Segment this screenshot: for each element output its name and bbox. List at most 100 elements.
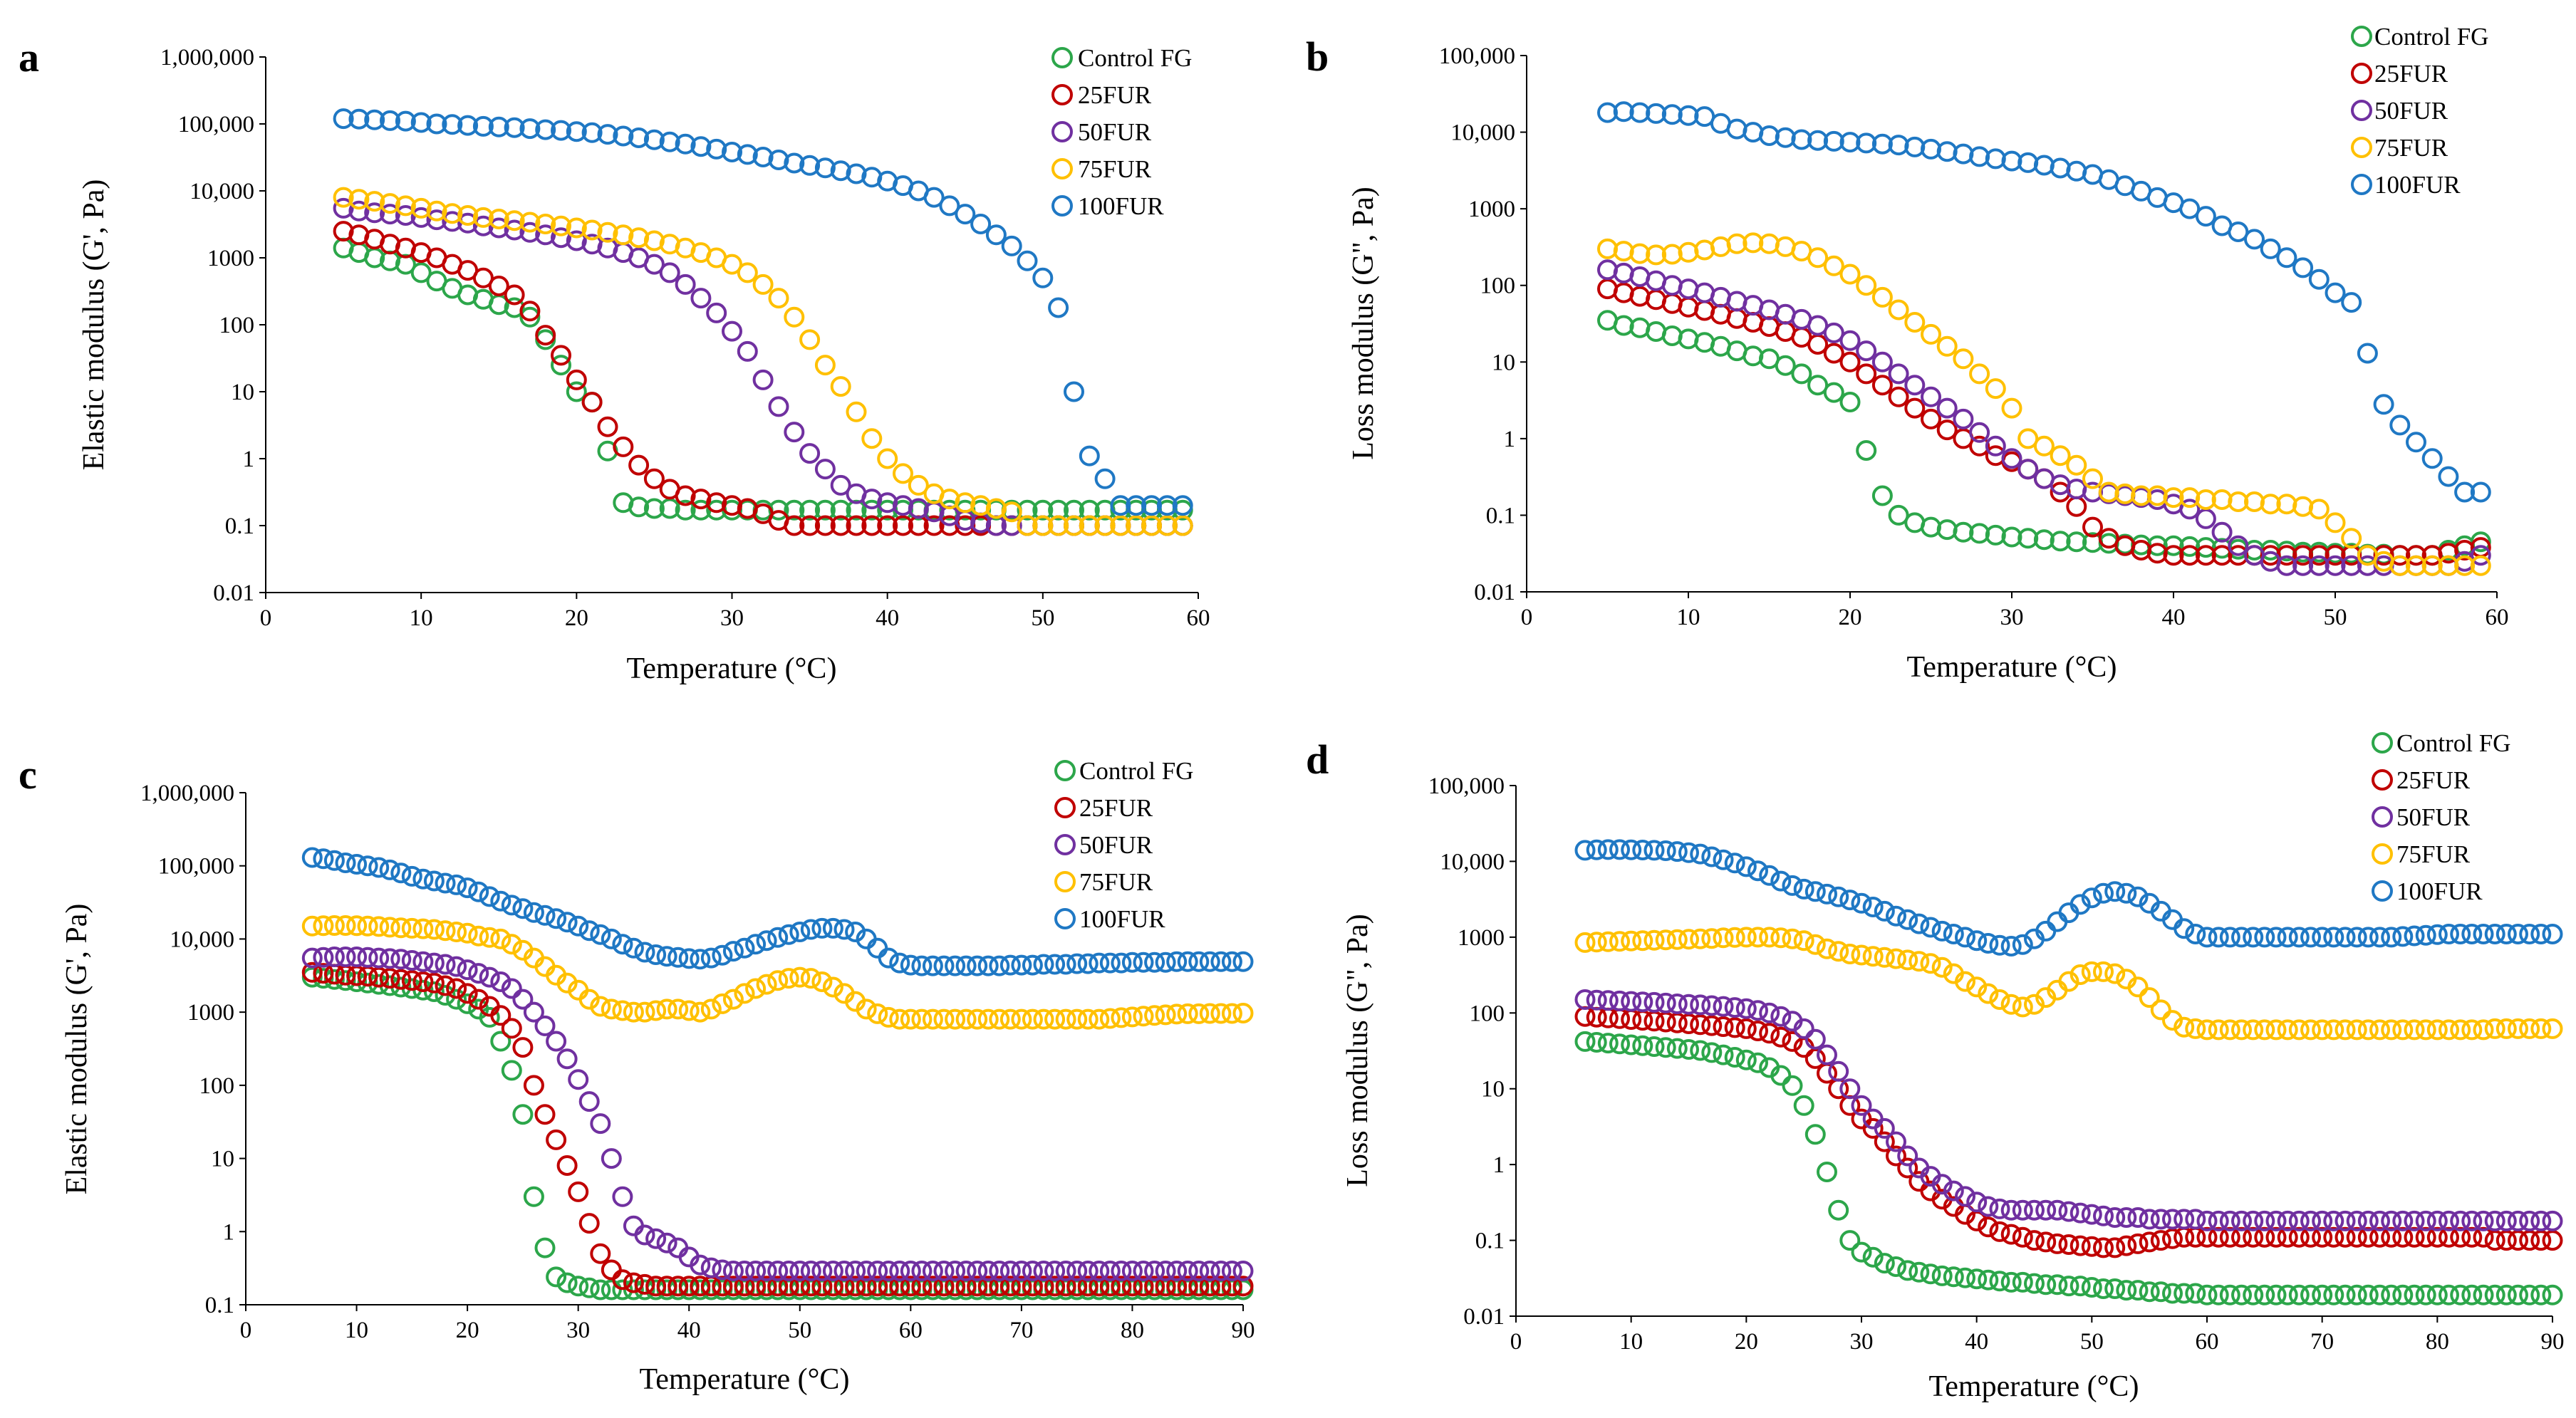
data-point — [712, 1259, 733, 1281]
data-point — [811, 971, 833, 992]
data-point — [1232, 1276, 1254, 1297]
data-point — [955, 1276, 977, 1297]
x-axis-title: Temperature (°C) — [627, 652, 837, 685]
data-point — [1232, 1261, 1254, 1281]
data-point — [2265, 1226, 2287, 1248]
data-point — [1759, 865, 1780, 886]
data-point — [1666, 841, 1688, 862]
data-point — [390, 917, 412, 939]
data-point — [546, 1266, 567, 1288]
data-point — [1908, 1261, 1930, 1283]
data-point — [2357, 1019, 2379, 1041]
data-point — [568, 1181, 589, 1202]
legend-marker — [1054, 834, 1076, 855]
x-tick-label: 0 — [1510, 1329, 1522, 1355]
x-axis-title: Temperature (°C) — [640, 1363, 850, 1396]
data-point — [1017, 515, 1038, 536]
y-tick-label: 0.01 — [213, 580, 254, 606]
data-point — [1726, 233, 1747, 254]
y-tick-label: 10,000 — [189, 179, 254, 204]
data-point — [1609, 1033, 1630, 1055]
data-point — [1690, 1014, 1711, 1036]
data-point — [1643, 991, 1665, 1013]
data-point — [2058, 1201, 2079, 1222]
data-point — [2341, 555, 2362, 576]
x-axis-title: Temperature (°C) — [1907, 651, 2117, 684]
data-point — [1111, 1276, 1132, 1297]
data-point — [412, 951, 434, 972]
data-point — [2069, 1202, 2091, 1224]
data-point — [2473, 1284, 2494, 1305]
data-point — [789, 1261, 811, 1281]
data-point — [1048, 499, 1069, 521]
data-point — [1033, 1261, 1054, 1281]
data-point — [799, 155, 821, 176]
data-point — [1156, 515, 1178, 536]
data-point — [1210, 1276, 1232, 1297]
data-point — [1032, 515, 1054, 536]
data-point — [2341, 292, 2362, 313]
data-point — [2231, 1226, 2252, 1248]
data-point — [346, 971, 368, 992]
data-point — [756, 1261, 777, 1281]
data-point — [2127, 976, 2149, 998]
data-point — [690, 136, 712, 157]
x-tick-label: 20 — [1735, 1329, 1758, 1355]
data-point — [2373, 545, 2394, 566]
data-point — [2035, 1274, 2057, 1296]
data-point — [1791, 363, 1812, 385]
data-point — [2254, 1284, 2275, 1305]
data-point — [712, 1276, 733, 1297]
data-point — [1978, 1216, 1999, 1238]
data-point — [1839, 132, 1861, 153]
legend-marker — [1054, 908, 1076, 929]
data-point — [1747, 860, 1768, 882]
data-point — [379, 968, 400, 989]
data-point — [656, 946, 677, 967]
data-point — [1897, 1145, 1918, 1167]
data-point — [1574, 989, 1596, 1010]
data-point — [519, 306, 541, 328]
data-point — [645, 944, 667, 965]
data-point — [1862, 1117, 1884, 1139]
data-point — [970, 495, 992, 516]
data-point — [423, 919, 445, 940]
data-point — [2082, 468, 2103, 489]
data-point — [1966, 976, 1988, 998]
panel-letter: b — [1306, 33, 1329, 80]
data-point — [2012, 996, 2033, 1018]
y-tick-label: 1 — [243, 447, 255, 472]
x-tick-label: 0 — [1521, 605, 1533, 630]
data-point — [722, 1276, 744, 1297]
series-50fur — [301, 947, 1254, 1281]
legend-label: Control FG — [1079, 757, 1193, 785]
data-point — [911, 1261, 933, 1281]
data-point — [597, 124, 618, 145]
data-point — [737, 340, 758, 362]
data-point — [1066, 953, 1088, 974]
data-point — [867, 1261, 888, 1281]
x-tick-label: 90 — [1232, 1318, 1255, 1343]
legend-marker — [2372, 732, 2393, 754]
data-point — [1775, 355, 1796, 376]
data-point — [2312, 1226, 2333, 1248]
data-point — [1871, 485, 1893, 506]
data-point — [2369, 927, 2390, 948]
data-point — [490, 890, 511, 912]
data-point — [1077, 1008, 1099, 1030]
data-point — [613, 125, 634, 147]
data-point — [1969, 422, 1990, 443]
data-point — [889, 1008, 910, 1030]
data-point — [2017, 528, 2039, 549]
legend-marker — [1051, 84, 1073, 105]
data-point — [1839, 1230, 1861, 1251]
data-point — [364, 109, 385, 130]
x-tick-label: 20 — [1839, 605, 1862, 630]
data-point — [999, 954, 1021, 976]
data-point — [2542, 924, 2563, 944]
y-tick-label: 10 — [1492, 350, 1515, 375]
data-point — [2288, 1284, 2310, 1305]
data-point — [645, 1276, 667, 1297]
data-point — [2292, 555, 2314, 576]
data-point — [1089, 1008, 1110, 1030]
